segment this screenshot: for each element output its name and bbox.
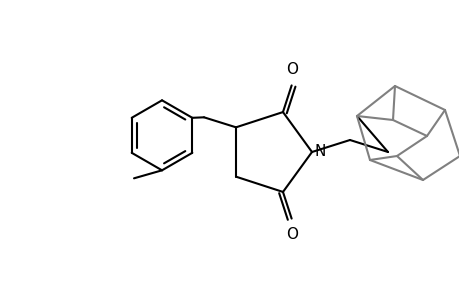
Text: O: O — [285, 226, 297, 242]
Text: N: N — [314, 145, 326, 160]
Text: O: O — [285, 62, 297, 77]
